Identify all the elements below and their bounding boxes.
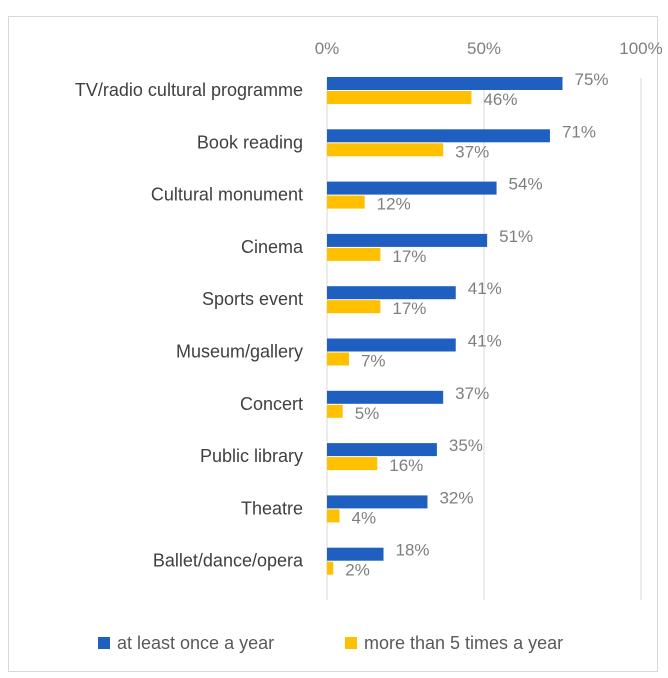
- data-label: 7%: [361, 352, 386, 371]
- bar-at-least-once-a-year: [327, 443, 437, 457]
- bar-at-least-once-a-year: [327, 233, 488, 247]
- legend-swatch: [98, 637, 110, 649]
- bar-at-least-once-a-year: [327, 338, 456, 352]
- bar-more-than-5-times-a-year: [327, 300, 381, 314]
- data-label: 5%: [355, 404, 380, 423]
- data-label: 4%: [352, 508, 377, 527]
- x-tick-label: 0%: [315, 39, 340, 58]
- category-label: Public library: [200, 446, 303, 466]
- bar-at-least-once-a-year: [327, 77, 563, 90]
- data-label: 12%: [377, 195, 411, 214]
- data-label: 54%: [509, 175, 543, 194]
- bar-more-than-5-times-a-year: [327, 509, 340, 523]
- data-label: 17%: [392, 299, 426, 318]
- data-label: 18%: [396, 541, 430, 560]
- data-label: 75%: [575, 70, 609, 89]
- category-label: Book reading: [197, 132, 303, 152]
- bar-more-than-5-times-a-year: [327, 404, 343, 418]
- category-label: Concert: [240, 394, 303, 414]
- legend-label: more than 5 times a year: [364, 633, 563, 653]
- category-label: Cultural monument: [151, 185, 303, 205]
- category-label: Sports event: [202, 289, 303, 309]
- data-label: 37%: [455, 384, 489, 403]
- x-tick-label: 50%: [467, 39, 501, 58]
- category-label: Cinema: [241, 237, 304, 257]
- bar-more-than-5-times-a-year: [327, 195, 365, 209]
- data-label: 32%: [439, 488, 473, 507]
- bar-more-than-5-times-a-year: [327, 561, 334, 575]
- bar-at-least-once-a-year: [327, 286, 456, 300]
- bar-at-least-once-a-year: [327, 129, 550, 143]
- data-label: 51%: [499, 227, 533, 246]
- bar-more-than-5-times-a-year: [327, 143, 444, 157]
- bar-more-than-5-times-a-year: [327, 91, 472, 104]
- data-label: 46%: [483, 90, 517, 109]
- x-tick-label: 100%: [619, 39, 662, 58]
- bar-at-least-once-a-year: [327, 547, 384, 561]
- legend-label: at least once a year: [117, 633, 274, 653]
- data-label: 41%: [468, 332, 502, 351]
- bar-at-least-once-a-year: [327, 390, 444, 404]
- data-label: 37%: [455, 142, 489, 161]
- bar-at-least-once-a-year: [327, 495, 428, 509]
- legend-swatch: [345, 637, 357, 649]
- bar-more-than-5-times-a-year: [327, 352, 349, 366]
- category-label: TV/radio cultural programme: [75, 80, 303, 100]
- category-label: Theatre: [241, 498, 303, 518]
- category-label: Museum/gallery: [176, 342, 303, 362]
- data-label: 17%: [392, 247, 426, 266]
- data-label: 71%: [562, 122, 596, 141]
- bar-more-than-5-times-a-year: [327, 247, 381, 261]
- data-label: 35%: [449, 436, 483, 455]
- category-label: Ballet/dance/opera: [153, 551, 304, 571]
- data-label: 2%: [345, 561, 370, 580]
- bar-more-than-5-times-a-year: [327, 457, 378, 471]
- data-label: 41%: [468, 279, 502, 298]
- bar-at-least-once-a-year: [327, 181, 497, 195]
- data-label: 16%: [389, 456, 423, 475]
